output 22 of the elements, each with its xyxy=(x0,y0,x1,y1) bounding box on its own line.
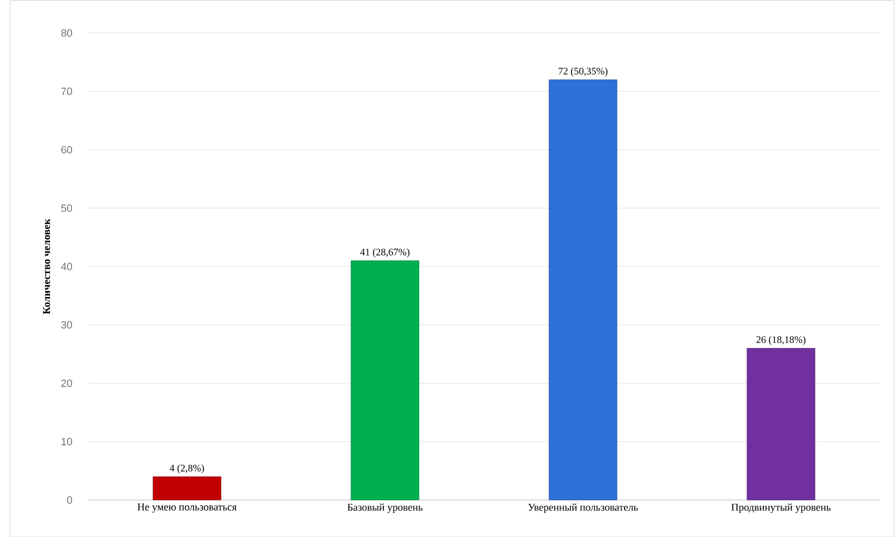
x-tick-label: Не умею пользоваться xyxy=(138,503,237,513)
x-tick-label: Уверенный пользователь xyxy=(528,503,638,513)
x-tick-label: Базовый уровень xyxy=(347,503,423,513)
data-label: 72 (50,35%) xyxy=(558,67,608,76)
y-tick-label: 10 xyxy=(62,438,72,446)
bar xyxy=(746,348,816,500)
y-tick-label: 30 xyxy=(61,321,72,328)
y-tick-label: 60 xyxy=(61,146,72,154)
y-tick-label: 50 xyxy=(61,204,72,212)
y-tick-label: 0 xyxy=(67,496,72,504)
y-tick-label: 80 xyxy=(61,29,72,37)
data-label: 41 (28,67%) xyxy=(360,248,410,258)
y-tick-label: 40 xyxy=(61,262,72,270)
y-axis-title: Количество человек xyxy=(43,218,50,314)
bar xyxy=(350,260,420,500)
y-tick-label: 20 xyxy=(61,379,72,387)
y-tick-label: 70 xyxy=(61,88,72,95)
data-label: 4 (2,8%) xyxy=(170,464,204,474)
bar xyxy=(152,476,222,500)
x-tick-label: Продвинутый уровень xyxy=(731,503,831,513)
data-label: 26 (18,18%) xyxy=(756,336,806,345)
bar xyxy=(548,79,618,500)
